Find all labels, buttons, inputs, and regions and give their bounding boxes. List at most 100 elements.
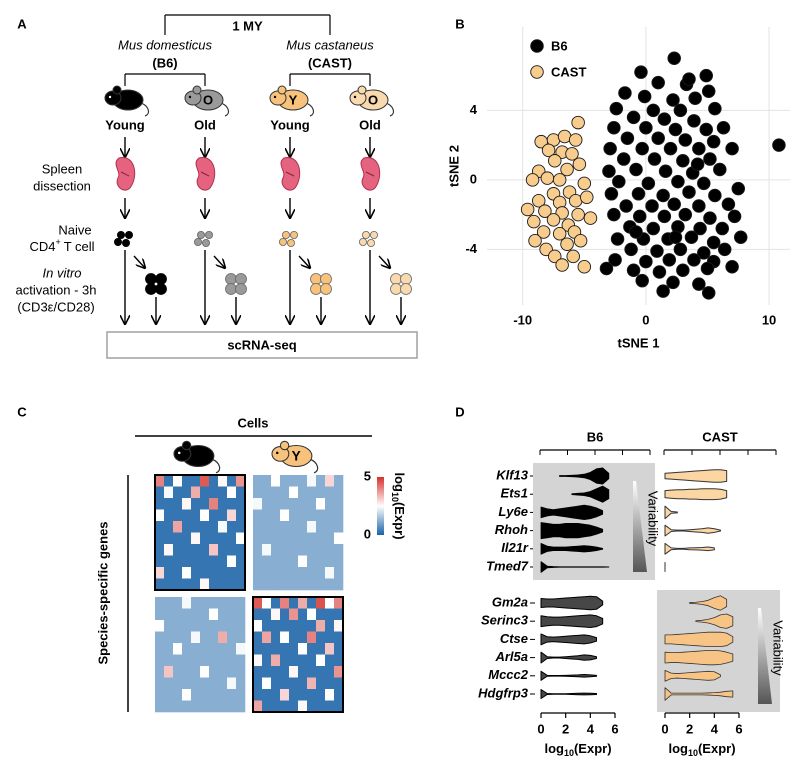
step-label: dissection xyxy=(33,178,91,193)
heatmap-cell xyxy=(236,700,246,713)
mouse-eye xyxy=(177,451,181,455)
heatmap-cell xyxy=(262,677,272,690)
gene-label: Rhoh xyxy=(495,522,528,537)
x-tick-label: -10 xyxy=(513,312,532,327)
heatmap-cell xyxy=(191,689,201,701)
heatmap-cell xyxy=(334,578,344,591)
heatmap-cell xyxy=(334,486,344,499)
scatter-point xyxy=(629,225,643,239)
heatmap-cell xyxy=(262,532,272,545)
heatmap-cell xyxy=(298,475,308,487)
heatmap-cell xyxy=(236,521,246,533)
scatter-point xyxy=(572,157,587,172)
label-part: log xyxy=(668,741,688,756)
heatmap-cell xyxy=(298,521,308,533)
heatmap-cell xyxy=(316,631,326,644)
scatter-point xyxy=(527,214,541,229)
heatmap-cell xyxy=(227,631,237,644)
heatmap-cell xyxy=(253,666,263,678)
heatmap-cell xyxy=(298,509,308,522)
heatmap-cell xyxy=(200,567,210,579)
heatmap-cell xyxy=(271,608,281,621)
heatmap-cell xyxy=(253,608,263,621)
heatmap-cell xyxy=(173,677,183,690)
scatter-point xyxy=(692,277,706,291)
scatter-point xyxy=(725,141,739,156)
step-label: Spleen xyxy=(42,161,82,176)
activated-cell xyxy=(235,273,247,285)
heatmap-cell xyxy=(209,666,219,678)
heatmap-cell xyxy=(316,486,326,499)
species-name: Mus castaneus xyxy=(286,37,374,52)
heatmap-cell xyxy=(325,643,335,655)
heatmap-cell xyxy=(280,643,290,655)
scatter-point xyxy=(536,225,551,239)
heatmap-cell xyxy=(218,578,228,591)
scatter-point xyxy=(620,131,635,145)
heatmap-cell xyxy=(253,532,263,545)
heatmap-cell xyxy=(200,654,210,667)
heatmap-cell xyxy=(227,620,237,632)
heatmap-cell xyxy=(325,597,335,609)
scatter-point xyxy=(629,162,643,177)
heatmap-cell xyxy=(200,666,210,678)
variability-label: Variability xyxy=(646,491,661,547)
heatmap-cell xyxy=(316,578,326,591)
heatmap-cell xyxy=(164,700,174,713)
heatmap-cell xyxy=(164,555,174,568)
heatmap-cell xyxy=(182,555,192,568)
heatmap-cell xyxy=(262,544,272,556)
heatmap-cell xyxy=(289,608,299,621)
scatter-point xyxy=(609,101,624,116)
gene-label: Gm2a xyxy=(492,594,528,609)
heatmap-cell xyxy=(200,677,210,690)
step-label: Naive xyxy=(58,222,91,237)
scatter-point xyxy=(577,176,592,191)
heatmap-cell xyxy=(182,498,192,510)
scatter-point xyxy=(565,147,579,161)
scatter-point xyxy=(678,133,693,147)
scatter-point xyxy=(678,207,693,222)
heatmap-cell xyxy=(236,631,246,644)
heatmap-cell xyxy=(289,521,299,533)
heatmap-cell xyxy=(209,608,219,621)
heatmap-cell xyxy=(307,498,317,510)
activated-cell xyxy=(310,273,322,285)
heatmap-cell xyxy=(200,631,210,644)
x-tick-label: 2 xyxy=(562,721,569,736)
heatmap-cell xyxy=(227,608,237,621)
heatmap-cell xyxy=(236,677,246,690)
heatmap-cell xyxy=(182,509,192,522)
heatmap-cell xyxy=(209,631,219,644)
naive-cell xyxy=(117,230,126,239)
scatter-point xyxy=(657,112,672,126)
heatmap-cell xyxy=(227,509,237,522)
heatmap-cell xyxy=(298,631,308,644)
heatmap-cell xyxy=(307,544,317,556)
heatmap-cell xyxy=(289,555,299,568)
heatmap-cell xyxy=(209,597,219,609)
heatmap-cell xyxy=(200,475,210,487)
panel-label: C xyxy=(17,404,27,419)
heatmap-cell xyxy=(173,555,183,568)
scatter-point xyxy=(612,174,626,189)
heatmap-cell xyxy=(271,544,281,556)
heatmap-cell xyxy=(182,486,192,499)
scatter-point xyxy=(663,141,678,156)
scatter-point xyxy=(687,253,701,267)
y-tick-label: 4 xyxy=(470,102,478,117)
heatmap-cell xyxy=(298,597,308,609)
heatmap-cell xyxy=(191,509,201,522)
scatter-point xyxy=(635,273,649,288)
scatter-point xyxy=(577,260,592,274)
scatter-point xyxy=(647,152,662,166)
heatmap-cell xyxy=(155,521,165,533)
heatmap-cell xyxy=(155,532,165,545)
heatmap-cell xyxy=(289,498,299,510)
mouse-eye xyxy=(188,95,192,99)
heatmap-cell xyxy=(316,677,326,690)
mouse-tail xyxy=(309,458,319,474)
scatter-point xyxy=(666,93,680,107)
heatmap-cell xyxy=(227,643,237,655)
